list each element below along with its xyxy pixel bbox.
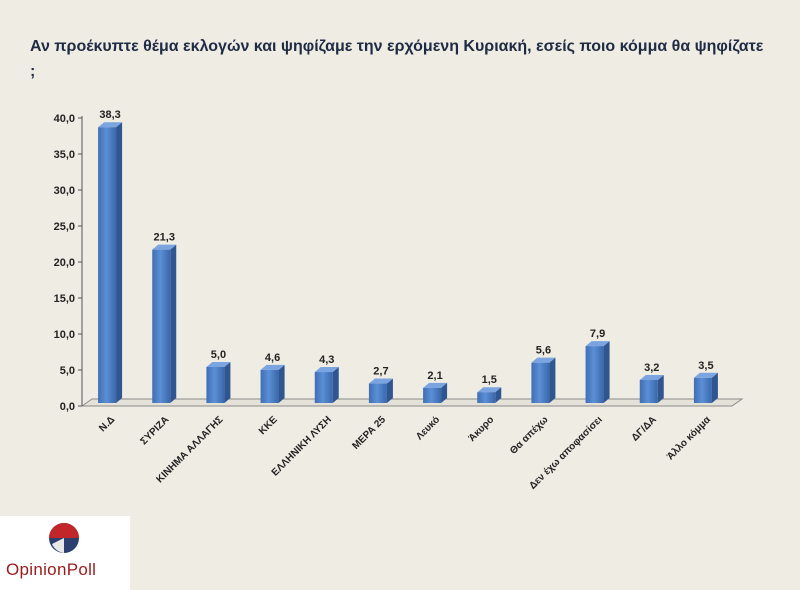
bar-top xyxy=(585,341,610,347)
bar-top xyxy=(477,387,502,393)
y-tick-label: 0,0 xyxy=(60,401,75,413)
data-label: 7,9 xyxy=(590,328,605,340)
bar xyxy=(368,378,393,403)
bar-front xyxy=(423,387,442,403)
x-tick-label: ΕΛΛΗΝΙΚΗ ΛΥΣΗ xyxy=(270,414,334,478)
logo-text: OpinionPoll xyxy=(6,560,97,579)
opinionpoll-logo: OpinionPoll xyxy=(0,516,130,590)
bar-top xyxy=(639,374,664,380)
bar-top xyxy=(260,364,285,370)
y-tick-label: 15,0 xyxy=(54,293,75,305)
bar-front xyxy=(585,346,604,403)
bar xyxy=(314,367,339,403)
data-label: 3,5 xyxy=(698,360,713,372)
x-tick-label: Άλλο κόμμα xyxy=(665,414,714,463)
bar-side xyxy=(278,364,285,403)
bar xyxy=(585,341,610,403)
bar xyxy=(98,122,123,404)
bar-front xyxy=(639,379,658,403)
data-label: 4,6 xyxy=(265,352,280,364)
y-tick-label: 20,0 xyxy=(54,257,75,269)
x-tick-label: Άκυρο xyxy=(467,414,497,444)
bar-front xyxy=(314,372,333,403)
bar-front xyxy=(368,383,387,403)
y-tick-label: 10,0 xyxy=(54,329,75,341)
bar-side xyxy=(116,122,123,404)
x-tick-label: ΣΥΡΙΖΑ xyxy=(139,414,172,447)
bar xyxy=(423,382,448,403)
data-label: 38,3 xyxy=(99,109,120,121)
bar-front xyxy=(477,392,496,403)
bars-layer xyxy=(98,122,718,404)
bar-top xyxy=(206,362,231,367)
bar-top xyxy=(531,357,556,363)
bar-side xyxy=(495,387,502,403)
bar-top xyxy=(368,378,393,384)
bar xyxy=(693,372,718,403)
data-label: 5,6 xyxy=(536,345,551,357)
bar-top xyxy=(423,382,448,388)
bar-side xyxy=(657,374,664,403)
bar xyxy=(260,364,285,403)
y-tick-label: 40,0 xyxy=(54,113,75,125)
bar-top xyxy=(152,244,177,250)
bar-front xyxy=(152,249,171,403)
bar-side xyxy=(224,362,231,403)
data-label: 21,3 xyxy=(154,232,175,244)
axis-layer: 0,0 5,0 10,0 15,0 20,0 25,0 30,0 35,0 40,0 xyxy=(54,113,744,413)
x-tick-label: ΜΕΡΑ 25 xyxy=(351,414,389,452)
bar xyxy=(531,357,556,403)
bar-front xyxy=(260,369,279,403)
chart-floor xyxy=(80,398,744,407)
bar-front xyxy=(693,377,712,403)
bar xyxy=(477,387,502,403)
data-label: 2,1 xyxy=(427,370,442,382)
y-tick-label: 30,0 xyxy=(54,185,75,197)
bar-top xyxy=(693,372,718,378)
y-tick-label: 5,0 xyxy=(60,365,75,377)
bar-side xyxy=(386,378,393,403)
bar-front xyxy=(98,127,117,404)
data-label: 4,3 xyxy=(319,354,334,366)
bar-top xyxy=(314,367,339,373)
x-tick-label: Θα απέχω xyxy=(508,414,551,457)
bar-side xyxy=(711,372,718,403)
x-tick-label: Λευκό xyxy=(414,414,442,442)
bar-side xyxy=(549,357,556,403)
data-label: 3,2 xyxy=(644,362,659,374)
data-label: 1,5 xyxy=(482,374,497,386)
bar xyxy=(639,374,664,403)
bar xyxy=(152,244,177,403)
bar-front xyxy=(531,362,550,403)
y-tick-label: 35,0 xyxy=(54,149,75,161)
x-tick-label: ΚΚΕ xyxy=(257,414,280,437)
bar-side xyxy=(170,244,177,403)
x-tick-label: Ν.Δ xyxy=(97,414,117,434)
bar xyxy=(206,362,231,403)
chart-title: Αν προέκυπτε θέμα εκλογών και ψηφίζαμε τ… xyxy=(30,38,764,80)
bar-side xyxy=(441,382,448,403)
bar-top xyxy=(98,122,123,128)
data-label: 5,0 xyxy=(211,349,226,361)
data-label: 2,7 xyxy=(373,366,388,378)
bar-front xyxy=(206,367,225,403)
y-tick-label: 25,0 xyxy=(54,221,75,233)
bar-side xyxy=(332,367,339,403)
bar-side xyxy=(603,341,610,403)
x-tick-label: ΔΓ/ΔΑ xyxy=(630,414,659,443)
logo-circle-icon xyxy=(49,523,79,553)
